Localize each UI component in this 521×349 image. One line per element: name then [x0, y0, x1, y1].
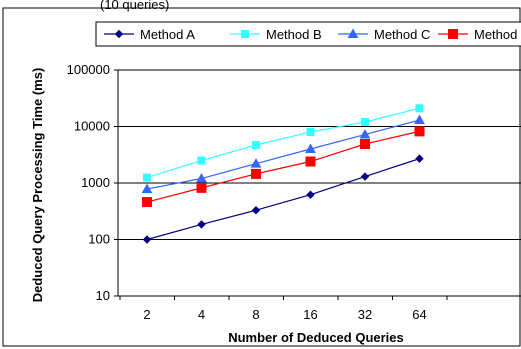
chart-frame	[2, 7, 521, 347]
x-tick-label: 2	[143, 307, 150, 322]
legend-marker	[448, 29, 458, 39]
data-point-method-d	[414, 126, 425, 137]
y-tick-label: 100	[88, 232, 110, 247]
data-point-method-d	[251, 168, 261, 179]
data-point-method-d	[360, 139, 370, 150]
data-point-method-b	[143, 173, 151, 182]
y-axis-title: Deduced Query Processing Time (ms)	[30, 68, 45, 303]
x-tick-label: 4	[198, 307, 205, 322]
y-tick-label: 1000	[81, 175, 110, 190]
x-tick-label: 8	[252, 307, 259, 322]
legend-label: Method D	[474, 27, 521, 42]
data-point-method-b	[415, 104, 424, 113]
data-point-method-d	[196, 182, 207, 193]
data-point-method-a	[360, 172, 370, 181]
data-point-method-b	[306, 127, 315, 136]
series-line-method-c	[146, 119, 420, 190]
data-point-method-d	[142, 197, 152, 208]
data-point-method-c	[305, 143, 316, 153]
legend-label: Method B	[266, 27, 322, 42]
series-line-method-d	[146, 130, 420, 203]
data-point-method-c	[250, 158, 262, 168]
legend: Method A Method B Method C Method D	[95, 21, 521, 47]
data-point-method-a	[251, 205, 261, 215]
data-point-method-b	[197, 156, 206, 165]
data-point-method-c	[141, 183, 153, 194]
x-axis-title: Number of Deduced Queries	[228, 330, 404, 345]
legend-label: Method C	[374, 27, 430, 42]
data-point-method-c	[359, 129, 371, 139]
top-caption: (10 queries)	[100, 0, 169, 12]
x-tick-label: 16	[303, 307, 317, 322]
data-point-method-a	[415, 154, 424, 163]
data-point-method-c	[196, 173, 207, 183]
data-point-method-c	[414, 114, 425, 125]
data-point-method-a	[142, 235, 152, 244]
x-tick-label: 64	[412, 307, 426, 322]
legend-marker	[347, 28, 359, 38]
series-line-method-a	[146, 158, 420, 241]
y-tick-label: 10	[96, 288, 110, 303]
plot-area: 10 100 1000 10000 100000 2 4 8 16 32 64	[67, 62, 521, 322]
x-tick-label: 32	[358, 307, 372, 322]
data-point-method-a	[197, 220, 206, 229]
legend-marker	[114, 29, 124, 39]
data-point-method-d	[305, 156, 316, 167]
legend-marker	[241, 30, 249, 38]
data-point-method-b	[361, 118, 369, 127]
legend-label: Method A	[140, 27, 195, 42]
y-tick-label: 100000	[67, 62, 110, 77]
data-point-method-a	[306, 190, 315, 199]
series-line-method-b	[146, 107, 420, 179]
y-tick-label: 10000	[74, 119, 110, 134]
data-point-method-b	[252, 141, 260, 150]
